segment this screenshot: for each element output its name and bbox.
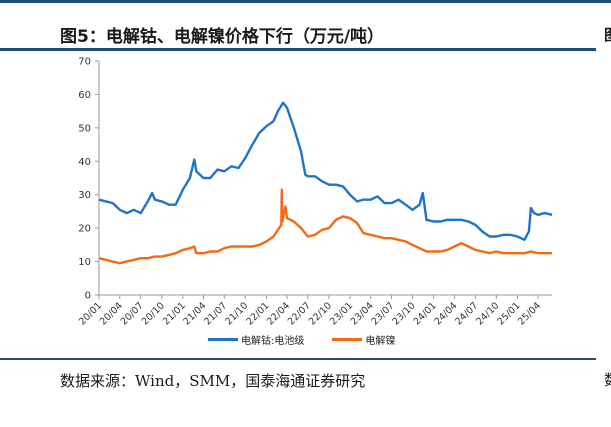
top-rule bbox=[0, 0, 611, 3]
x-tick-label: 24/01 bbox=[412, 300, 439, 327]
legend-label-nickel: 电解镍 bbox=[365, 336, 396, 347]
x-tick-label: 20/10 bbox=[140, 300, 167, 327]
y-tick-label: 70 bbox=[78, 57, 91, 68]
x-axis: 20/0120/0420/0720/1021/0121/0421/0721/10… bbox=[77, 294, 552, 327]
legend-swatch-nickel bbox=[332, 338, 363, 341]
series-line-nickel bbox=[98, 188, 552, 265]
x-tick-label: 22/07 bbox=[286, 300, 313, 327]
x-tick-label: 24/04 bbox=[432, 300, 459, 327]
x-tick-label: 24/07 bbox=[453, 300, 480, 327]
x-tick-label: 21/07 bbox=[202, 300, 229, 327]
y-tick-label: 50 bbox=[78, 123, 91, 134]
y-tick-label: 30 bbox=[78, 190, 91, 201]
adjacent-figure-title-fragment: 图 bbox=[604, 24, 611, 45]
x-tick-label: 21/10 bbox=[223, 300, 250, 327]
y-tick-label: 0 bbox=[85, 291, 91, 302]
source-note: 数据来源：Wind，SMM，国泰海通证券研究 bbox=[60, 372, 366, 390]
plot-lines bbox=[98, 101, 553, 265]
x-tick-label: 24/10 bbox=[474, 300, 501, 327]
x-tick-label: 22/10 bbox=[307, 300, 334, 327]
y-tick-label: 40 bbox=[78, 157, 91, 168]
legend-item-nickel: 电解镍 bbox=[332, 332, 395, 347]
x-tick-label: 20/04 bbox=[98, 300, 125, 327]
series-line-cobalt bbox=[98, 101, 553, 241]
x-tick-label: 23/10 bbox=[391, 300, 418, 327]
x-tick-label: 23/07 bbox=[369, 300, 396, 327]
y-axis: 0 10 20 30 40 50 60 70 bbox=[78, 57, 100, 302]
legend-label-cobalt: 电解钴:电池级 bbox=[241, 336, 305, 347]
x-tick-label: 21/04 bbox=[181, 300, 208, 327]
x-tick-label: 22/04 bbox=[265, 300, 292, 327]
legend-swatch-cobalt bbox=[208, 338, 238, 341]
title-rule bbox=[0, 48, 596, 51]
figure-title: 图5：电解钴、电解镍价格下行（万元/吨） bbox=[60, 27, 385, 47]
legend: 电解钴:电池级 电解镍 bbox=[208, 332, 395, 347]
y-tick-label: 10 bbox=[78, 257, 91, 268]
adjacent-source-fragment: 数 bbox=[604, 369, 611, 390]
y-tick-label: 20 bbox=[78, 224, 91, 235]
y-tick-label: 60 bbox=[78, 90, 91, 101]
legend-item-cobalt: 电解钴:电池级 bbox=[208, 332, 304, 347]
x-tick-label: 25/04 bbox=[516, 300, 543, 327]
source-rule bbox=[0, 358, 596, 360]
x-tick-label: 20/07 bbox=[119, 300, 146, 327]
x-tick-label: 20/01 bbox=[77, 300, 104, 327]
x-tick-label: 23/04 bbox=[349, 300, 376, 327]
